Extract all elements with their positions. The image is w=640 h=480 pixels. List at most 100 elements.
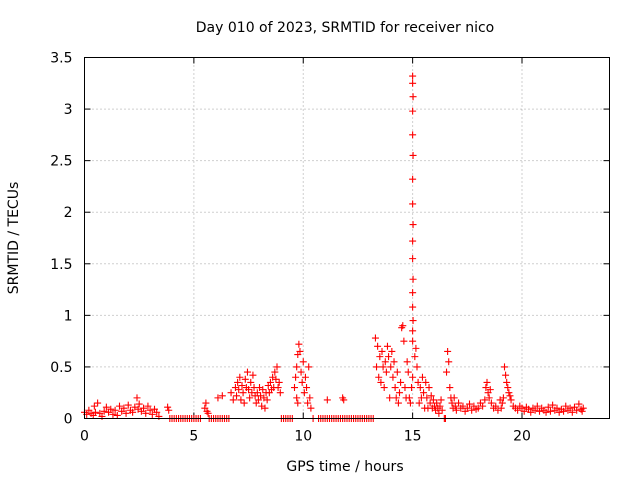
y-tick-label: 3 xyxy=(64,102,73,118)
data-point xyxy=(107,405,115,413)
data-point xyxy=(292,373,300,381)
data-point xyxy=(109,410,117,418)
data-point xyxy=(409,237,417,245)
data-point xyxy=(386,394,394,402)
data-point xyxy=(405,394,413,402)
data-point xyxy=(94,399,102,407)
data-point xyxy=(499,394,507,402)
x-tick-label: 5 xyxy=(189,429,198,445)
data-point xyxy=(578,407,586,415)
data-point xyxy=(514,406,522,414)
data-point xyxy=(409,79,417,87)
data-point xyxy=(438,406,446,414)
data-point xyxy=(463,404,471,412)
data-point xyxy=(390,358,398,366)
data-point xyxy=(306,394,314,402)
data-point xyxy=(401,384,409,392)
data-point xyxy=(520,407,528,415)
data-point xyxy=(497,404,505,412)
data-point xyxy=(135,400,143,408)
y-tick-label: 2.5 xyxy=(50,154,72,170)
data-point xyxy=(427,392,435,400)
y-tick-label: 2 xyxy=(64,205,73,221)
data-point xyxy=(100,407,108,415)
x-tick-label: 0 xyxy=(80,429,89,445)
data-point xyxy=(383,342,391,350)
data-point xyxy=(274,384,282,392)
data-point xyxy=(124,401,132,409)
data-point xyxy=(448,399,456,407)
data-point xyxy=(562,402,570,410)
data-point xyxy=(266,378,274,386)
data-point xyxy=(227,389,235,397)
data-point xyxy=(245,386,253,394)
data-point xyxy=(243,368,251,376)
data-point xyxy=(235,386,243,394)
data-point xyxy=(413,363,421,371)
data-point xyxy=(560,407,568,415)
data-point xyxy=(409,255,417,263)
data-point xyxy=(409,303,417,311)
data-point xyxy=(116,402,123,410)
y-tick-label: 0 xyxy=(64,412,73,428)
data-point xyxy=(459,402,467,410)
data-point xyxy=(408,384,416,392)
data-point xyxy=(422,378,430,386)
data-point xyxy=(276,389,284,397)
x-axis-label: GPS time / hours xyxy=(286,459,403,475)
data-point xyxy=(420,389,428,397)
data-point xyxy=(450,394,458,402)
data-point xyxy=(129,408,137,416)
data-point xyxy=(418,373,426,381)
data-point xyxy=(396,389,403,397)
data-point xyxy=(409,107,417,115)
data-point xyxy=(340,396,348,404)
data-point xyxy=(474,404,482,412)
data-point xyxy=(275,378,283,386)
data-point xyxy=(502,371,510,379)
data-point xyxy=(382,368,390,376)
data-point xyxy=(409,200,417,208)
data-point xyxy=(148,410,156,418)
data-point xyxy=(481,396,489,404)
y-axis-label: SRMTID / TECUs xyxy=(6,182,22,295)
data-point xyxy=(142,409,150,417)
data-point xyxy=(393,368,401,376)
data-point xyxy=(492,402,500,410)
data-point xyxy=(297,368,305,376)
data-point xyxy=(452,406,460,414)
data-point xyxy=(239,389,247,397)
data-point xyxy=(307,404,315,412)
data-point xyxy=(573,406,581,414)
data-point xyxy=(487,399,495,407)
data-point xyxy=(423,394,431,402)
data-point xyxy=(249,371,257,379)
data-point xyxy=(273,363,281,371)
data-point xyxy=(504,384,512,392)
data-point xyxy=(503,378,511,386)
data-point xyxy=(381,358,389,366)
data-point xyxy=(378,347,386,355)
data-point xyxy=(542,408,550,416)
x-tick-label: 20 xyxy=(513,429,531,445)
data-point xyxy=(416,384,424,392)
data-point xyxy=(380,384,388,392)
data-point xyxy=(445,358,453,366)
data-point xyxy=(409,337,417,345)
data-point xyxy=(153,408,161,416)
data-point xyxy=(409,221,417,229)
y-tick-label: 1.5 xyxy=(50,257,72,273)
data-point xyxy=(435,409,443,417)
data-point xyxy=(229,396,237,404)
data-point xyxy=(433,399,441,407)
data-point xyxy=(113,411,121,419)
data-point xyxy=(498,399,506,407)
data-point xyxy=(102,403,110,411)
data-point xyxy=(379,363,387,371)
data-point xyxy=(263,396,271,404)
data-point xyxy=(303,384,311,392)
data-point xyxy=(409,93,417,101)
data-point xyxy=(271,368,279,376)
data-point xyxy=(546,407,554,415)
data-point xyxy=(544,403,552,411)
